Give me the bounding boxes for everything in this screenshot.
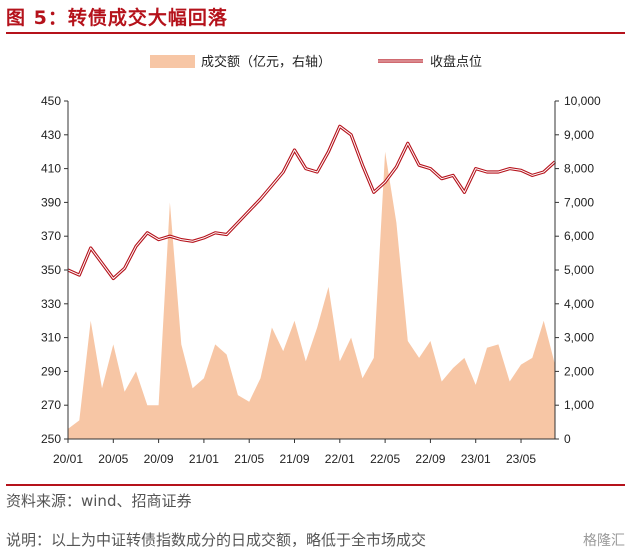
left-tick-label: 330	[41, 297, 61, 311]
plot-area: 250 270 290 310 330 350 370 390 410 430 450 0 1,000 2…	[41, 94, 601, 466]
right-tick-label: 6,000	[564, 229, 594, 243]
legend-label-volume: 成交额（亿元，右轴）	[201, 54, 331, 70]
watermark-text: 格隆汇	[581, 530, 627, 550]
figure-title: 图 5：转债成交大幅回落	[6, 7, 228, 29]
left-tick-label: 410	[41, 162, 61, 176]
legend-label-close: 收盘点位	[430, 54, 482, 70]
left-tick-label: 270	[41, 398, 61, 412]
series-area-volume	[68, 151, 555, 439]
x-tick-label: 22/05	[370, 452, 400, 466]
left-tick-label: 310	[41, 331, 61, 345]
x-tick-label: 23/01	[461, 452, 491, 466]
legend: 成交额（亿元，右轴） 收盘点位	[150, 54, 482, 70]
left-tick-label: 370	[41, 229, 61, 243]
series-line-close-outline	[67, 124, 557, 281]
legend-swatch-volume	[150, 55, 195, 68]
right-tick-label: 10,000	[564, 94, 601, 108]
right-tick-label: 1,000	[564, 398, 594, 412]
x-tick-label: 20/01	[53, 452, 83, 466]
left-tick-label: 350	[41, 263, 61, 277]
right-tick-label: 3,000	[564, 331, 594, 345]
left-tick-label: 390	[41, 195, 61, 209]
left-tick-label: 430	[41, 128, 61, 142]
left-tick-label: 450	[41, 94, 61, 108]
right-tick-label: 7,000	[564, 195, 594, 209]
x-tick-label: 21/09	[279, 452, 309, 466]
x-tick-label: 23/05	[506, 452, 536, 466]
left-tick-label: 290	[41, 364, 61, 378]
x-tick-label: 22/01	[325, 452, 355, 466]
right-tick-label: 0	[564, 432, 571, 446]
right-tick-label: 4,000	[564, 297, 594, 311]
series-line-close	[67, 125, 556, 279]
x-tick-label: 21/01	[189, 452, 219, 466]
x-tick-label: 22/09	[415, 452, 445, 466]
right-tick-label: 8,000	[564, 162, 594, 176]
right-tick-label: 2,000	[564, 364, 594, 378]
x-tick-label: 20/05	[98, 452, 128, 466]
left-tick-label: 250	[41, 432, 61, 446]
right-tick-label: 9,000	[564, 128, 594, 142]
chart: 成交额（亿元，右轴） 收盘点位 250 270 290 310 330 350 370 390 4…	[41, 54, 601, 466]
right-tick-label: 5,000	[564, 263, 594, 277]
source-text: 资料来源：wind、招商证券	[6, 492, 192, 510]
x-tick-label: 20/09	[144, 452, 174, 466]
x-tick-label: 21/05	[234, 452, 264, 466]
bottom-rule	[6, 484, 625, 486]
title-rule	[6, 32, 625, 34]
note-text: 说明：以上为中证转债指数成分的日成交额，略低于全市场成交	[6, 531, 427, 549]
